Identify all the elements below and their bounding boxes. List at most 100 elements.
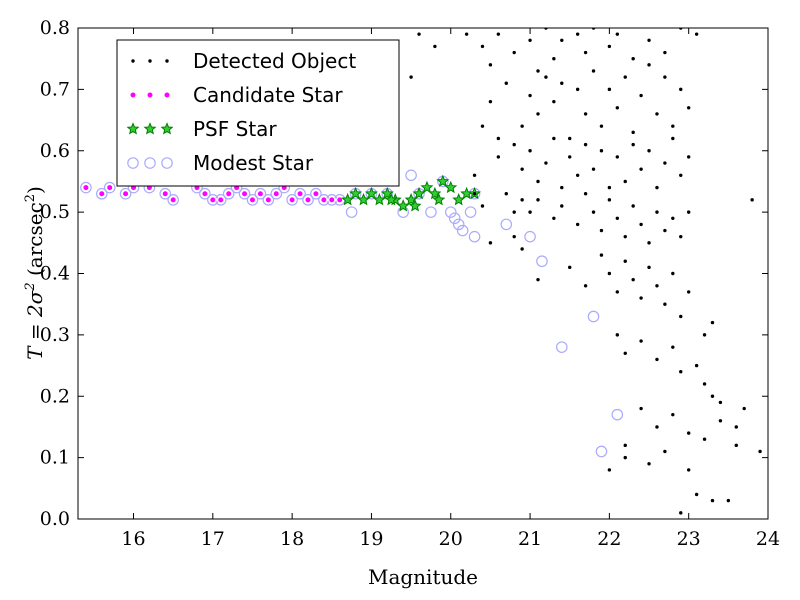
data-point-dot xyxy=(536,112,540,116)
data-point-dot xyxy=(671,216,675,220)
y-tick-label: 0.7 xyxy=(40,78,70,100)
y-tick-label: 0.0 xyxy=(40,508,70,530)
data-point-dot xyxy=(568,155,572,159)
legend-marker-ring xyxy=(127,157,139,169)
data-point-ring xyxy=(310,187,322,200)
data-point-dot xyxy=(583,284,588,288)
data-point-dot xyxy=(686,468,691,472)
data-point-ring xyxy=(524,230,536,243)
data-point-ring xyxy=(448,212,461,225)
y-tick-label: 0.5 xyxy=(40,201,70,223)
data-point-dot xyxy=(512,234,516,239)
data-point-dot xyxy=(623,75,627,79)
data-point-dot xyxy=(679,87,683,92)
data-point-dot xyxy=(655,185,659,190)
data-point-dot xyxy=(520,247,524,251)
data-point-star xyxy=(380,186,394,200)
data-point-dot xyxy=(607,185,612,190)
data-point-dot xyxy=(663,161,667,165)
data-point-dot xyxy=(679,234,683,239)
data-point-dot xyxy=(568,265,572,270)
data-point-dot xyxy=(671,345,675,349)
data-point-dot xyxy=(472,192,477,196)
legend-marker-circle xyxy=(129,91,137,99)
data-point-dot xyxy=(694,363,699,368)
data-point-dot xyxy=(694,32,699,36)
data-point-star xyxy=(357,193,370,206)
data-point-dot xyxy=(726,498,731,503)
legend-label-modest: Modest Star xyxy=(193,151,314,175)
data-point-circle xyxy=(241,190,249,198)
data-point-dot xyxy=(615,333,620,337)
data-point-ring xyxy=(222,187,235,200)
data-point-circle xyxy=(248,196,256,204)
legend-marker-dot xyxy=(131,59,135,63)
data-point-circle xyxy=(272,190,280,198)
x-axis-label: Magnitude xyxy=(368,565,478,589)
data-point-ring xyxy=(611,408,624,421)
data-point-dot xyxy=(623,179,627,184)
data-point-dot xyxy=(575,32,580,36)
x-axis-ticks: 16 17 18 19 20 21 22 23 24 xyxy=(121,28,780,550)
data-point-dot xyxy=(575,87,580,92)
data-point-ring xyxy=(425,206,437,218)
data-point-dot xyxy=(686,106,691,110)
data-point-dot xyxy=(480,204,485,208)
data-point-dot xyxy=(702,437,707,441)
x-tick-label: 19 xyxy=(359,528,383,550)
data-point-dot xyxy=(663,50,667,55)
data-point-dot xyxy=(607,87,612,92)
data-point-dot xyxy=(686,155,691,159)
data-point-dot xyxy=(544,161,548,165)
data-point-dot xyxy=(623,234,627,239)
data-point-circle xyxy=(82,184,90,192)
y-tick-label: 0.8 xyxy=(40,17,70,39)
data-point-dot xyxy=(647,241,651,245)
data-point-star xyxy=(341,193,355,206)
data-point-circle xyxy=(320,196,328,204)
data-point-dot xyxy=(472,173,477,177)
data-point-dot xyxy=(639,296,643,300)
legend-marker-ring xyxy=(144,157,156,169)
x-tick-label: 22 xyxy=(597,528,621,550)
data-point-dot xyxy=(520,124,524,128)
data-point-dot xyxy=(694,492,699,497)
data-point-dot xyxy=(663,75,667,79)
data-point-ring xyxy=(167,194,179,206)
data-point-dot xyxy=(655,425,659,429)
x-tick-label: 17 xyxy=(201,528,225,550)
data-point-dot xyxy=(599,253,604,257)
data-point-dot xyxy=(686,290,691,294)
x-tick-label: 20 xyxy=(439,528,463,550)
data-point-dot xyxy=(663,302,667,306)
data-point-dot xyxy=(671,271,675,276)
data-point-ring xyxy=(405,169,417,182)
data-point-dot xyxy=(591,69,596,73)
y-axis-ticks: 0.0 0.1 0.2 0.3 0.4 0.5 0.6 0.7 0.8 xyxy=(40,17,768,530)
data-point-dot xyxy=(702,333,707,337)
data-point-dot xyxy=(686,431,691,435)
data-point-dot xyxy=(512,210,516,214)
data-point-circle xyxy=(328,196,336,204)
data-point-dot xyxy=(686,210,691,214)
data-point-dot xyxy=(742,406,746,411)
data-point-dot xyxy=(663,228,667,233)
data-point-dot xyxy=(671,124,675,128)
data-point-circle xyxy=(122,190,130,198)
data-point-star xyxy=(372,193,386,206)
data-point-dot xyxy=(679,370,683,374)
data-point-ring xyxy=(294,187,306,200)
legend-label-candidate: Candidate Star xyxy=(193,83,343,107)
data-point-ring xyxy=(199,187,211,200)
data-point-ring xyxy=(444,206,457,218)
data-point-circle xyxy=(161,190,169,198)
data-point-dot xyxy=(734,443,738,448)
data-point-dot xyxy=(758,449,762,454)
legend-swatches xyxy=(126,59,174,169)
data-point-dot xyxy=(520,198,524,202)
x-tick-label: 21 xyxy=(518,528,542,550)
data-point-dot xyxy=(615,216,620,220)
data-point-dot xyxy=(464,32,469,36)
data-point-ring xyxy=(555,341,568,353)
data-point-circle xyxy=(98,190,106,198)
